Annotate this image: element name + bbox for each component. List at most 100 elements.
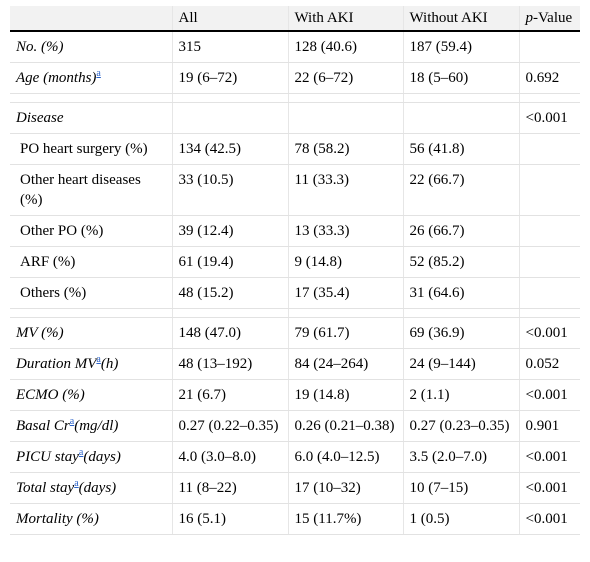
cell-with-aki: 17 (35.4) bbox=[287, 277, 403, 309]
table-row: ARF (%) 61 (19.4) 9 (14.8) 52 (85.2) bbox=[10, 246, 580, 278]
cell-all: 315 bbox=[171, 31, 288, 63]
table-row: PO heart surgery (%) 134 (42.5) 78 (58.2… bbox=[10, 133, 580, 165]
footnote-link[interactable]: a bbox=[74, 478, 79, 489]
table-row: Other heart diseases (%) 33 (10.5) 11 (3… bbox=[10, 164, 580, 216]
table-row: Disease <0.001 bbox=[10, 102, 580, 134]
cell-with-aki: 78 (58.2) bbox=[287, 133, 403, 165]
cell-p-value: <0.001 bbox=[518, 503, 580, 535]
cell-all: 0.27 (0.22–0.35) bbox=[171, 410, 288, 442]
cell-all: 48 (13–192) bbox=[171, 348, 288, 380]
cell-p-value: <0.001 bbox=[518, 102, 580, 134]
row-label: Basal Cra(mg/dl) bbox=[10, 410, 172, 442]
cell-with-aki: 19 (14.8) bbox=[287, 379, 403, 411]
spacer-row bbox=[10, 308, 580, 318]
cell-p-value: <0.001 bbox=[518, 472, 580, 504]
cell-without-aki: 31 (64.6) bbox=[402, 277, 519, 309]
table-row: No. (%) 315 128 (40.6) 187 (59.4) bbox=[10, 31, 580, 63]
cell-all: 61 (19.4) bbox=[171, 246, 288, 278]
cell-all: 39 (12.4) bbox=[171, 215, 288, 247]
table-row: Total staya(days) 11 (8–22) 17 (10–32) 1… bbox=[10, 472, 580, 504]
cell-p-value: <0.001 bbox=[518, 441, 580, 473]
cell-all bbox=[171, 102, 288, 134]
cell-with-aki: 0.26 (0.21–0.38) bbox=[287, 410, 403, 442]
footnote-link[interactable]: a bbox=[96, 354, 101, 365]
cell-p-value: 0.901 bbox=[518, 410, 580, 442]
table-row: Duration MVa(h) 48 (13–192) 84 (24–264) … bbox=[10, 348, 580, 380]
cell-without-aki: 52 (85.2) bbox=[402, 246, 519, 278]
footnote-link[interactable]: a bbox=[96, 68, 101, 79]
characteristics-table-wrapper: All With AKI Without AKI p-Value No. (%)… bbox=[10, 6, 580, 535]
row-label: Others (%) bbox=[10, 277, 172, 309]
cell-all: 33 (10.5) bbox=[171, 164, 288, 216]
row-label-unit: (days) bbox=[83, 449, 121, 465]
cell-p-value bbox=[518, 164, 580, 216]
cell-p-value bbox=[518, 31, 580, 63]
cell-with-aki: 128 (40.6) bbox=[287, 31, 403, 63]
header-without-aki: Without AKI bbox=[402, 6, 519, 32]
cell-without-aki: 56 (41.8) bbox=[402, 133, 519, 165]
header-blank bbox=[10, 6, 172, 32]
footnote-link[interactable]: a bbox=[78, 447, 84, 458]
table-row: Others (%) 48 (15.2) 17 (35.4) 31 (64.6) bbox=[10, 277, 580, 309]
row-label-unit: (days) bbox=[78, 480, 117, 496]
row-label-text: PICU stay bbox=[16, 449, 79, 465]
characteristics-table: All With AKI Without AKI p-Value No. (%)… bbox=[10, 6, 580, 535]
row-label: MV (%) bbox=[10, 317, 172, 349]
table-row: Age (months)a 19 (6–72) 22 (6–72) 18 (5–… bbox=[10, 62, 580, 94]
cell-all: 134 (42.5) bbox=[171, 133, 288, 165]
cell-with-aki: 11 (33.3) bbox=[287, 164, 403, 216]
row-label-text: Basal Cr bbox=[16, 418, 70, 434]
cell-with-aki: 22 (6–72) bbox=[287, 62, 403, 94]
header-p-italic: p bbox=[525, 10, 534, 26]
header-p-rest: -Value bbox=[533, 10, 573, 26]
row-label: PO heart surgery (%) bbox=[10, 133, 172, 165]
row-label-text: Total stay bbox=[16, 480, 75, 496]
row-label: No. (%) bbox=[10, 31, 172, 63]
cell-with-aki: 79 (61.7) bbox=[287, 317, 403, 349]
cell-p-value bbox=[518, 215, 580, 247]
table-row: Basal Cra(mg/dl) 0.27 (0.22–0.35) 0.26 (… bbox=[10, 410, 580, 442]
row-label: Age (months)a bbox=[10, 62, 172, 94]
cell-with-aki: 9 (14.8) bbox=[287, 246, 403, 278]
row-label-text: Age (months) bbox=[16, 70, 97, 86]
table-row: Other PO (%) 39 (12.4) 13 (33.3) 26 (66.… bbox=[10, 215, 580, 247]
row-label: ECMO (%) bbox=[10, 379, 172, 411]
cell-p-value: 0.692 bbox=[518, 62, 580, 94]
cell-all: 11 (8–22) bbox=[171, 472, 288, 504]
cell-with-aki: 84 (24–264) bbox=[287, 348, 403, 380]
cell-p-value: <0.001 bbox=[518, 379, 580, 411]
cell-p-value bbox=[518, 133, 580, 165]
row-label: Total staya(days) bbox=[10, 472, 172, 504]
cell-p-value: <0.001 bbox=[518, 317, 580, 349]
cell-with-aki bbox=[287, 102, 403, 134]
cell-with-aki: 6.0 (4.0–12.5) bbox=[287, 441, 403, 473]
header-p-value: p-Value bbox=[518, 6, 580, 32]
row-label: PICU staya(days) bbox=[10, 441, 172, 473]
cell-p-value bbox=[518, 246, 580, 278]
cell-without-aki: 10 (7–15) bbox=[402, 472, 519, 504]
table-row: PICU staya(days) 4.0 (3.0–8.0) 6.0 (4.0–… bbox=[10, 441, 580, 473]
row-label: Other PO (%) bbox=[10, 215, 172, 247]
cell-without-aki: 22 (66.7) bbox=[402, 164, 519, 216]
row-label: Disease bbox=[10, 102, 172, 134]
table-row: MV (%) 148 (47.0) 79 (61.7) 69 (36.9) <0… bbox=[10, 317, 580, 349]
cell-all: 21 (6.7) bbox=[171, 379, 288, 411]
cell-all: 48 (15.2) bbox=[171, 277, 288, 309]
header-all: All bbox=[171, 6, 288, 32]
row-label-text: Duration MV bbox=[16, 356, 97, 372]
cell-with-aki: 17 (10–32) bbox=[287, 472, 403, 504]
cell-without-aki: 2 (1.1) bbox=[402, 379, 519, 411]
cell-without-aki: 18 (5–60) bbox=[402, 62, 519, 94]
header-with-aki: With AKI bbox=[287, 6, 403, 32]
table-row: Mortality (%) 16 (5.1) 15 (11.7%) 1 (0.5… bbox=[10, 503, 580, 535]
cell-all: 148 (47.0) bbox=[171, 317, 288, 349]
row-label: Mortality (%) bbox=[10, 503, 172, 535]
header-row: All With AKI Without AKI p-Value bbox=[10, 6, 580, 32]
cell-p-value: 0.052 bbox=[518, 348, 580, 380]
cell-without-aki: 24 (9–144) bbox=[402, 348, 519, 380]
cell-all: 19 (6–72) bbox=[171, 62, 288, 94]
cell-without-aki: 1 (0.5) bbox=[402, 503, 519, 535]
row-label: Duration MVa(h) bbox=[10, 348, 172, 380]
footnote-link[interactable]: a bbox=[69, 416, 75, 427]
row-label: Other heart diseases (%) bbox=[10, 164, 172, 216]
